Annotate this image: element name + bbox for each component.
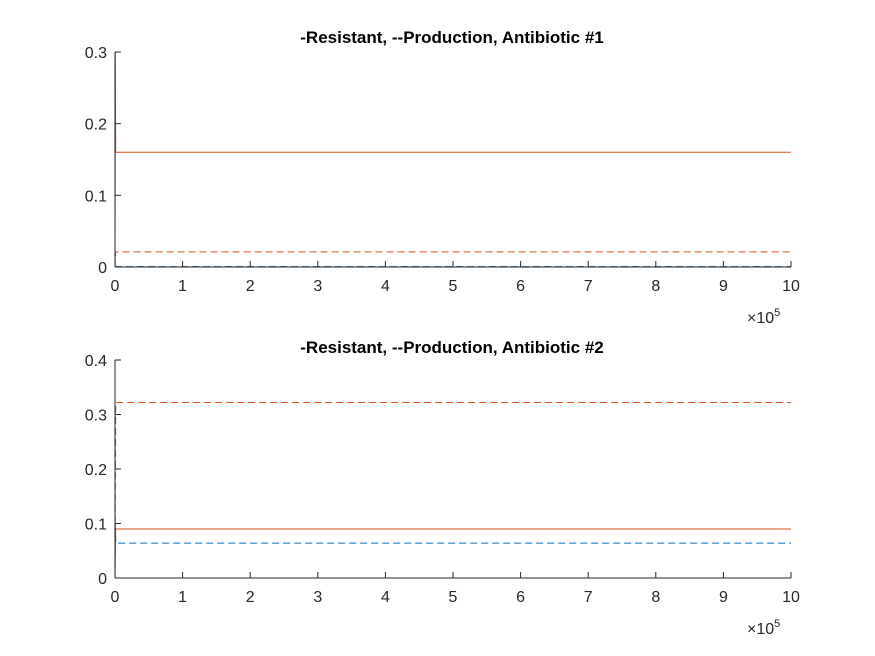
- y-tick-label: 0.1: [85, 517, 107, 534]
- x-tick-label: 3: [313, 278, 322, 295]
- x-tick-label: 6: [516, 278, 525, 295]
- x-tick-label: 6: [516, 589, 525, 606]
- x-axis-multiplier: ×105: [747, 618, 780, 638]
- x-tick-label: 8: [651, 589, 660, 606]
- x-multiplier-exponent: 5: [774, 618, 780, 630]
- x-tick-label: 9: [719, 278, 728, 295]
- x-tick-label: 7: [584, 589, 593, 606]
- x-axis-multiplier: ×105: [747, 307, 780, 327]
- subplot-antibiotic-1: -Resistant, --Production, Antibiotic #1 …: [85, 28, 800, 327]
- x-tick-label: 0: [111, 589, 120, 606]
- x-multiplier-base: ×10: [747, 621, 774, 638]
- x-tick-label: 1: [178, 278, 187, 295]
- y-tick-label: 0.3: [85, 45, 107, 62]
- y-tick-label: 0: [98, 571, 107, 588]
- x-tick-label: 2: [246, 589, 255, 606]
- y-tick-label: 0.1: [85, 188, 107, 205]
- y-tick-label: 0.4: [85, 353, 107, 370]
- x-multiplier-base: ×10: [747, 310, 774, 327]
- chart-title: -Resistant, --Production, Antibiotic #1: [300, 28, 604, 47]
- x-tick-label: 5: [449, 278, 458, 295]
- chart-title: -Resistant, --Production, Antibiotic #2: [300, 338, 604, 357]
- series-line-1: [114, 528, 791, 579]
- x-tick-label: 7: [584, 278, 593, 295]
- subplot-antibiotic-2: -Resistant, --Production, Antibiotic #2 …: [85, 338, 800, 638]
- y-tick-label: 0: [98, 260, 107, 277]
- x-tick-label: 10: [782, 278, 800, 295]
- series-line-2: [114, 512, 791, 544]
- x-tick-label: 1: [178, 589, 187, 606]
- x-tick-label: 4: [381, 278, 390, 295]
- x-tick-label: 9: [719, 589, 728, 606]
- series-line-0: [114, 402, 791, 579]
- x-tick-label: 0: [111, 278, 120, 295]
- x-multiplier-exponent: 5: [774, 307, 780, 319]
- x-tick-label: 3: [313, 589, 322, 606]
- y-tick-label: 0.2: [85, 462, 107, 479]
- x-tick-label: 10: [782, 589, 800, 606]
- x-tick-label: 5: [449, 589, 458, 606]
- series-group: [114, 402, 791, 579]
- x-tick-label: 2: [246, 278, 255, 295]
- y-tick-label: 0.3: [85, 408, 107, 425]
- y-tick-label: 0.2: [85, 117, 107, 134]
- series-line-0: [114, 51, 791, 268]
- x-tick-label: 4: [381, 589, 390, 606]
- x-tick-label: 8: [651, 278, 660, 295]
- series-group: [114, 51, 791, 268]
